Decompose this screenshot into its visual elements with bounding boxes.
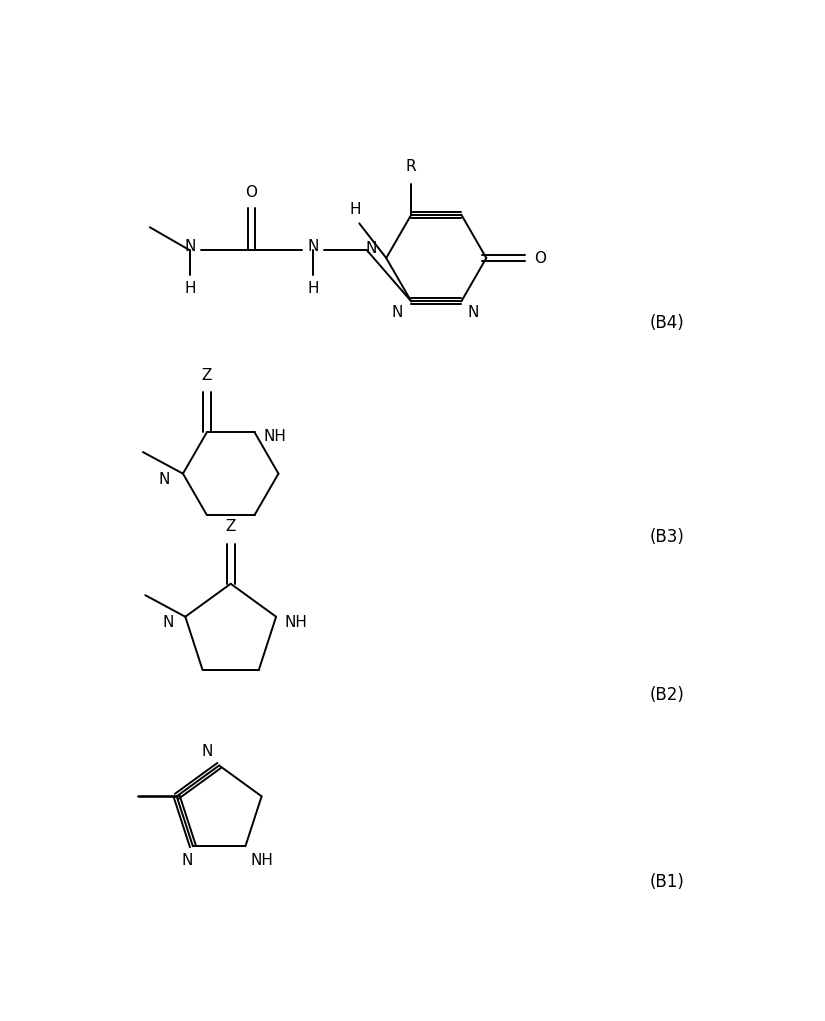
Text: N: N [184,239,196,254]
Text: NH: NH [251,853,274,868]
Text: (B3): (B3) [650,528,685,546]
Text: H: H [308,282,318,296]
Text: N: N [181,853,192,868]
Text: N: N [392,305,403,321]
Text: H: H [350,202,361,217]
Text: (B2): (B2) [650,686,685,703]
Text: O: O [246,185,257,200]
Text: NH: NH [263,429,286,444]
Text: O: O [535,250,546,265]
Text: N: N [365,241,376,256]
Text: N: N [158,473,170,487]
Text: NH: NH [285,616,308,630]
Text: Z: Z [201,368,212,383]
Text: Z: Z [225,520,236,534]
Text: H: H [184,282,196,296]
Text: N: N [163,616,174,630]
Text: (B4): (B4) [650,314,685,333]
Text: N: N [201,744,213,759]
Text: (B1): (B1) [650,873,685,890]
Text: N: N [308,239,318,254]
Text: N: N [468,305,479,321]
Text: R: R [406,159,417,175]
